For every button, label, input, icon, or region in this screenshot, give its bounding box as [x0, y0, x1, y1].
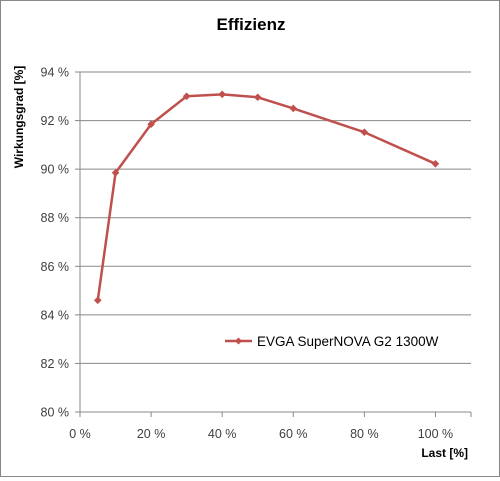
x-tick-label: 80 %	[350, 427, 379, 441]
y-tick-label: 86 %	[41, 260, 70, 274]
legend: EVGA SuperNOVA G2 1300W	[225, 334, 439, 349]
chart-title: Effizienz	[217, 15, 286, 34]
x-axis-ticks: 0 % 20 % 40 % 60 % 80 % 100 %	[69, 412, 472, 441]
axes	[79, 72, 471, 413]
y-axis-ticks: 80 % 82 % 84 % 86 % 88 % 90 % 92 % 94 %	[41, 66, 80, 420]
y-tick-label: 80 %	[41, 406, 70, 420]
data-point	[360, 128, 369, 137]
data-point	[147, 120, 155, 129]
y-tick-label: 82 %	[41, 357, 70, 371]
data-point	[182, 92, 191, 101]
x-tick-label: 0 %	[69, 427, 91, 441]
gridlines	[80, 71, 471, 413]
data-point	[218, 90, 226, 99]
legend-label: EVGA SuperNOVA G2 1300W	[257, 334, 439, 349]
x-tick-label: 60 %	[279, 427, 308, 441]
data-point	[431, 160, 440, 168]
y-tick-label: 84 %	[41, 308, 70, 322]
data-point	[111, 168, 120, 177]
data-point	[93, 296, 102, 305]
x-tick-label: 100 %	[418, 427, 453, 441]
data-point	[289, 104, 298, 113]
y-axis-title: Wirkungsgrad [%]	[12, 66, 26, 169]
y-tick-label: 94 %	[41, 66, 70, 80]
y-tick-label: 88 %	[41, 211, 70, 225]
data-point	[253, 93, 262, 102]
series-lines	[93, 90, 440, 305]
y-tick-label: 92 %	[41, 114, 70, 128]
x-axis-title: Last [%]	[421, 446, 468, 460]
legend-marker	[235, 337, 242, 345]
x-tick-label: 40 %	[208, 427, 237, 441]
x-tick-label: 20 %	[137, 427, 166, 441]
y-tick-label: 90 %	[41, 163, 70, 177]
